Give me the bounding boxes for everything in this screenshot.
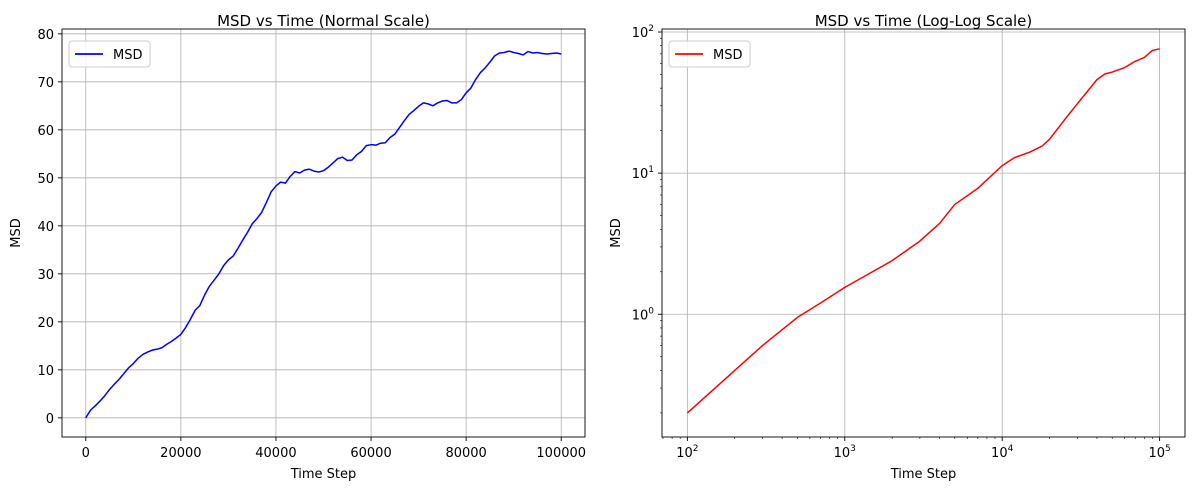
plot-area: 0 20000 40000 60000 80000 100000 0 10 20 30 40 50 60… [37, 28, 586, 461]
x-tick-label: 104 [991, 444, 1014, 461]
axes-frame [61, 28, 586, 438]
legend-label: MSD [113, 48, 142, 63]
chart-normal-scale: 0 20000 40000 60000 80000 100000 0 10 20 30 40 50 60… [9, 12, 586, 482]
x-tick-label: 60000 [350, 446, 391, 461]
x-tick-label: 80000 [445, 446, 486, 461]
y-tick-label: 70 [37, 76, 54, 91]
x-tick-label: 102 [676, 444, 698, 461]
chart-title: MSD vs Time (Normal Scale) [217, 12, 430, 30]
y-tick-label: 101 [632, 165, 654, 182]
axes-frame [661, 28, 1186, 438]
y-tick-label: 80 [37, 28, 54, 43]
x-tick-label: 103 [834, 444, 856, 461]
x-tick-label: 20000 [160, 446, 201, 461]
y-axis-label: MSD [9, 218, 24, 247]
x-tick-label: 100000 [536, 446, 586, 461]
y-tick-label: 60 [37, 124, 54, 139]
plot-area: 102 103 104 105 100 101 102 [632, 24, 1186, 461]
legend-label: MSD [713, 48, 742, 63]
y-tick-label: 40 [37, 220, 54, 235]
y-tick-label: 50 [37, 172, 54, 187]
x-tick-label: 105 [1148, 444, 1170, 461]
y-tick-label: 20 [37, 316, 54, 331]
y-tick-label: 102 [632, 24, 654, 41]
chart-log-log-scale: 102 103 104 105 100 101 102 MSD vs Time (Log-L… [609, 12, 1186, 482]
series-line-msd [85, 50, 562, 419]
y-axis-label: MSD [609, 218, 624, 247]
y-tick-label: 100 [632, 306, 655, 323]
chart-title: MSD vs Time (Log-Log Scale) [815, 12, 1033, 30]
y-tick-label: 30 [37, 268, 54, 283]
x-tick-label: 40000 [255, 446, 296, 461]
series-line-msd [686, 48, 1160, 414]
legend-box [68, 40, 151, 68]
y-tick-label: 0 [46, 412, 54, 427]
x-axis-label: Time Step [290, 467, 357, 482]
x-tick-label: 0 [82, 446, 90, 461]
y-tick-label: 10 [37, 364, 54, 379]
x-axis-label: Time Step [890, 467, 957, 482]
legend-box [668, 40, 751, 68]
